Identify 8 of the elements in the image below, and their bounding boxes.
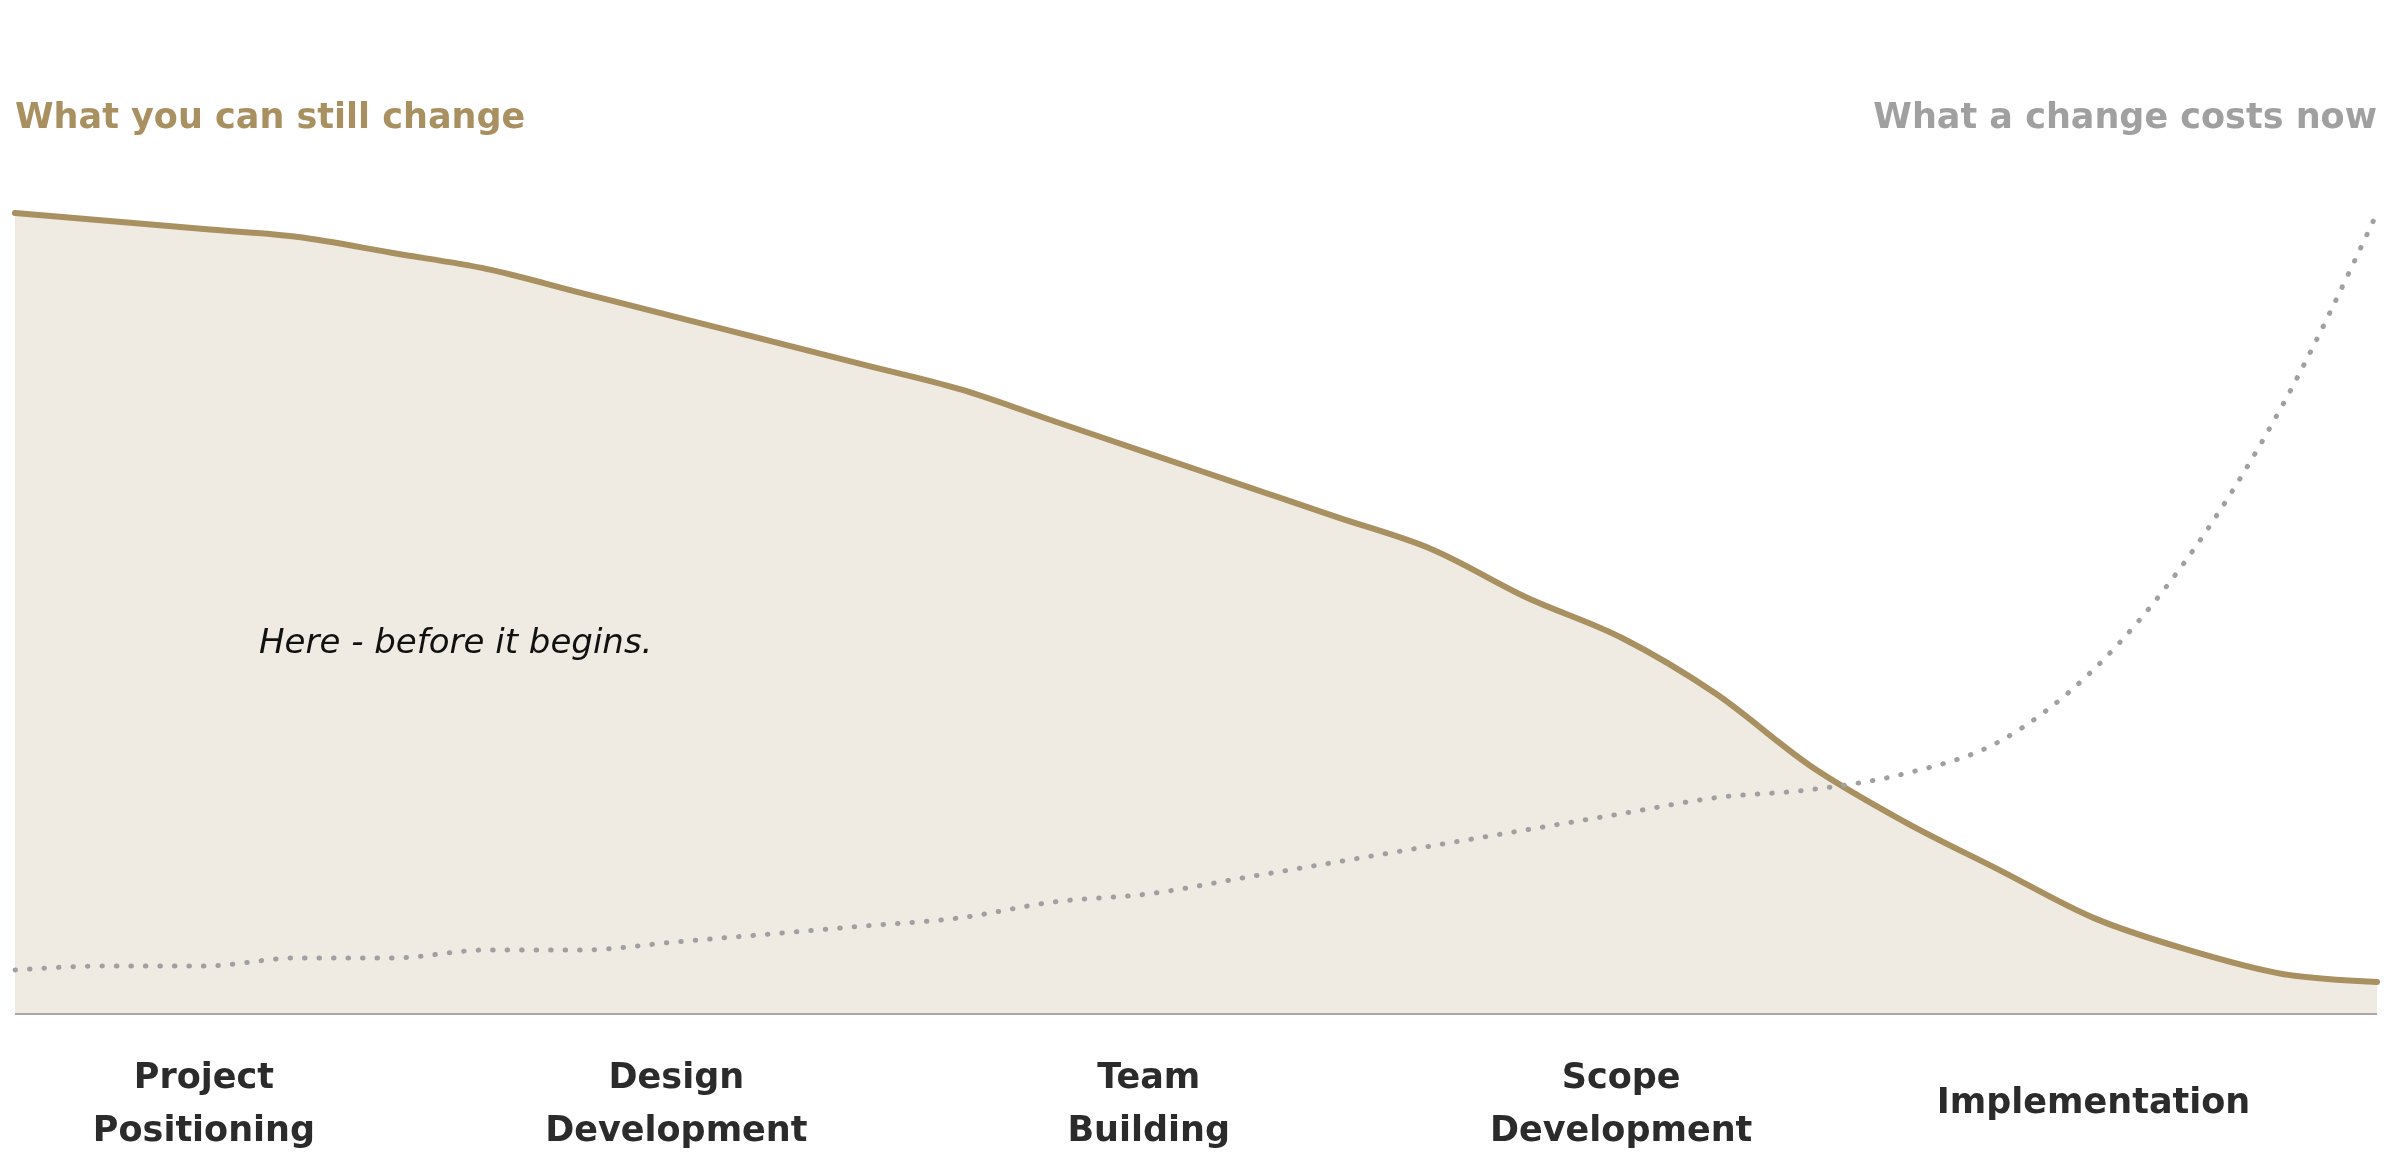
text: What you can still change [15, 96, 526, 136]
annotation: Here - before it begins. [259, 621, 653, 661]
x-tick-label: Team Building [1067, 1056, 1231, 1149]
x-tick-label: Implementation [1936, 1081, 2251, 1121]
text: What a change costs now [1873, 96, 2377, 136]
x-tick-label: Project Positioning [92, 1056, 316, 1149]
x-tick-label: Design Development [545, 1056, 808, 1149]
x-tick-label: Scope Development [1490, 1056, 1753, 1149]
